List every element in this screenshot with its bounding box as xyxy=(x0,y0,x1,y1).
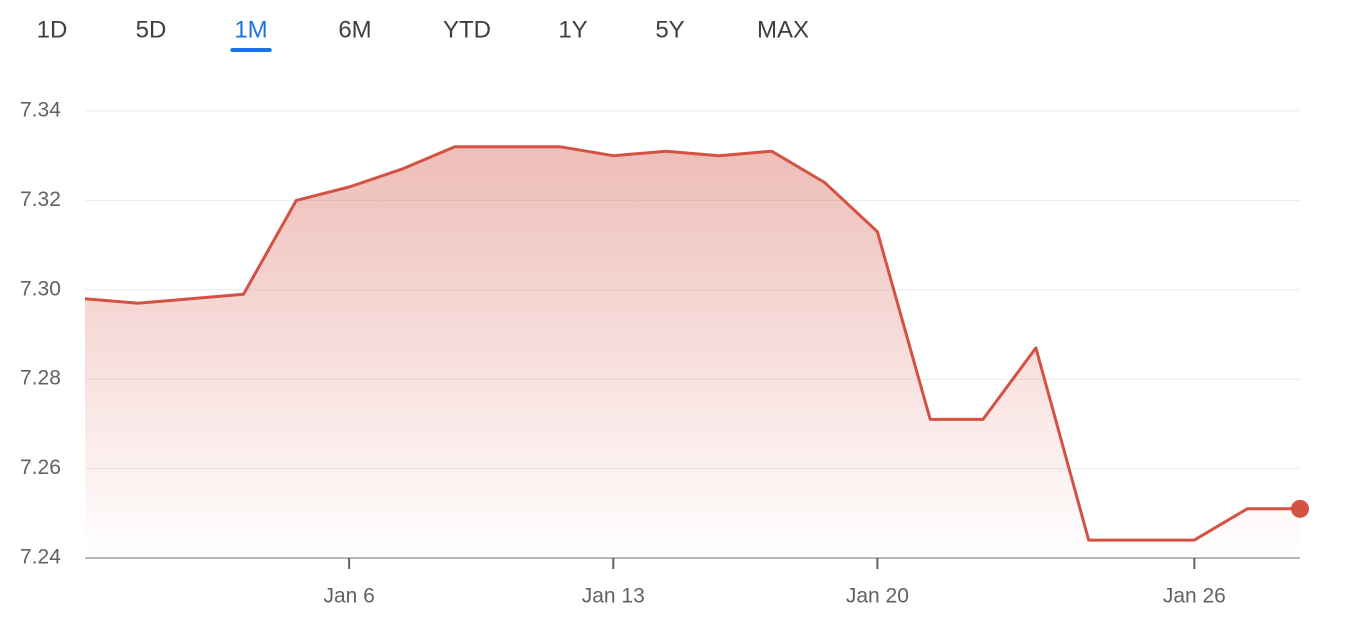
price-line xyxy=(84,145,1300,542)
y-tick-label: 7.28 xyxy=(20,367,61,390)
x-tick-label: Jan 20 xyxy=(846,585,909,608)
range-tab[interactable]: 5D xyxy=(136,16,167,43)
area-fill xyxy=(85,146,1300,559)
range-tab[interactable]: 1Y xyxy=(558,16,587,43)
y-tick-label: 7.26 xyxy=(20,456,61,479)
tab-underline xyxy=(230,48,272,52)
range-tab[interactable]: MAX xyxy=(757,16,809,43)
range-tab[interactable]: 5Y xyxy=(655,16,684,43)
range-tab[interactable]: 6M xyxy=(338,16,371,43)
y-tick-label: 7.30 xyxy=(20,277,61,300)
y-tick-label: 7.24 xyxy=(20,546,61,569)
x-tick-label: Jan 26 xyxy=(1163,585,1226,608)
range-tab[interactable]: 1M xyxy=(234,16,267,43)
x-tick-label: Jan 6 xyxy=(323,585,374,608)
y-tick-label: 7.34 xyxy=(20,99,61,122)
range-tab[interactable]: YTD xyxy=(443,16,491,43)
y-tick-label: 7.32 xyxy=(20,188,61,211)
last-point xyxy=(1291,499,1309,518)
range-tab[interactable]: 1D xyxy=(37,16,68,43)
x-tick-label: Jan 13 xyxy=(582,585,645,608)
